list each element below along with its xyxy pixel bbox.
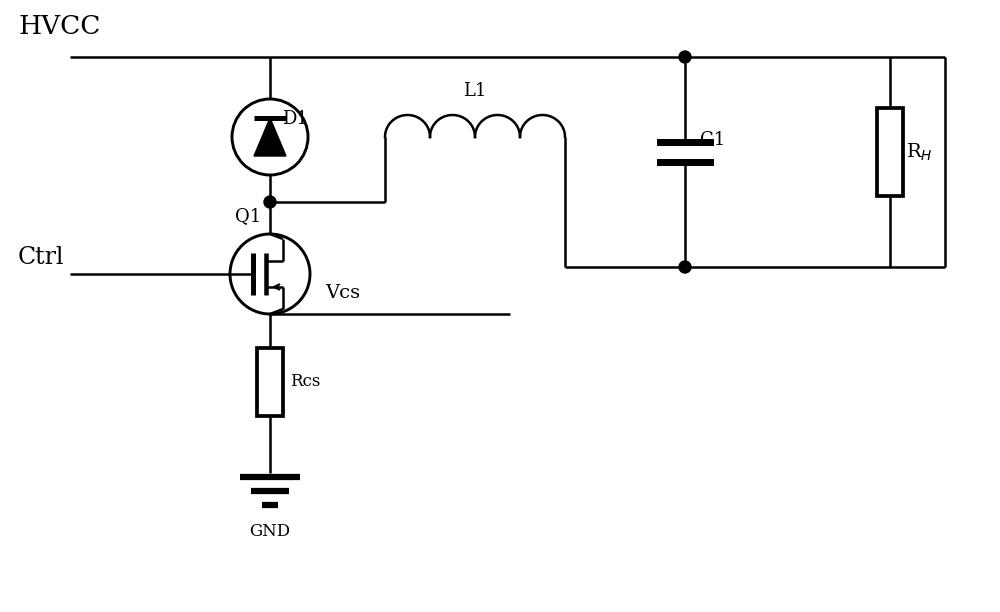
Circle shape — [679, 51, 691, 63]
Text: Rcs: Rcs — [290, 373, 320, 390]
Text: Ctrl: Ctrl — [18, 246, 64, 269]
Text: HVCC: HVCC — [18, 15, 100, 40]
Text: L1: L1 — [463, 82, 487, 100]
Text: Q1: Q1 — [235, 207, 261, 225]
Polygon shape — [254, 118, 286, 156]
Text: C1: C1 — [700, 131, 725, 149]
Bar — [257, 348, 283, 416]
Text: D1: D1 — [282, 110, 308, 128]
Text: R$_H$: R$_H$ — [906, 141, 933, 163]
Text: GND: GND — [249, 523, 291, 540]
Circle shape — [264, 196, 276, 208]
Bar — [877, 108, 903, 196]
Circle shape — [679, 261, 691, 273]
Text: Vcs: Vcs — [325, 284, 360, 302]
